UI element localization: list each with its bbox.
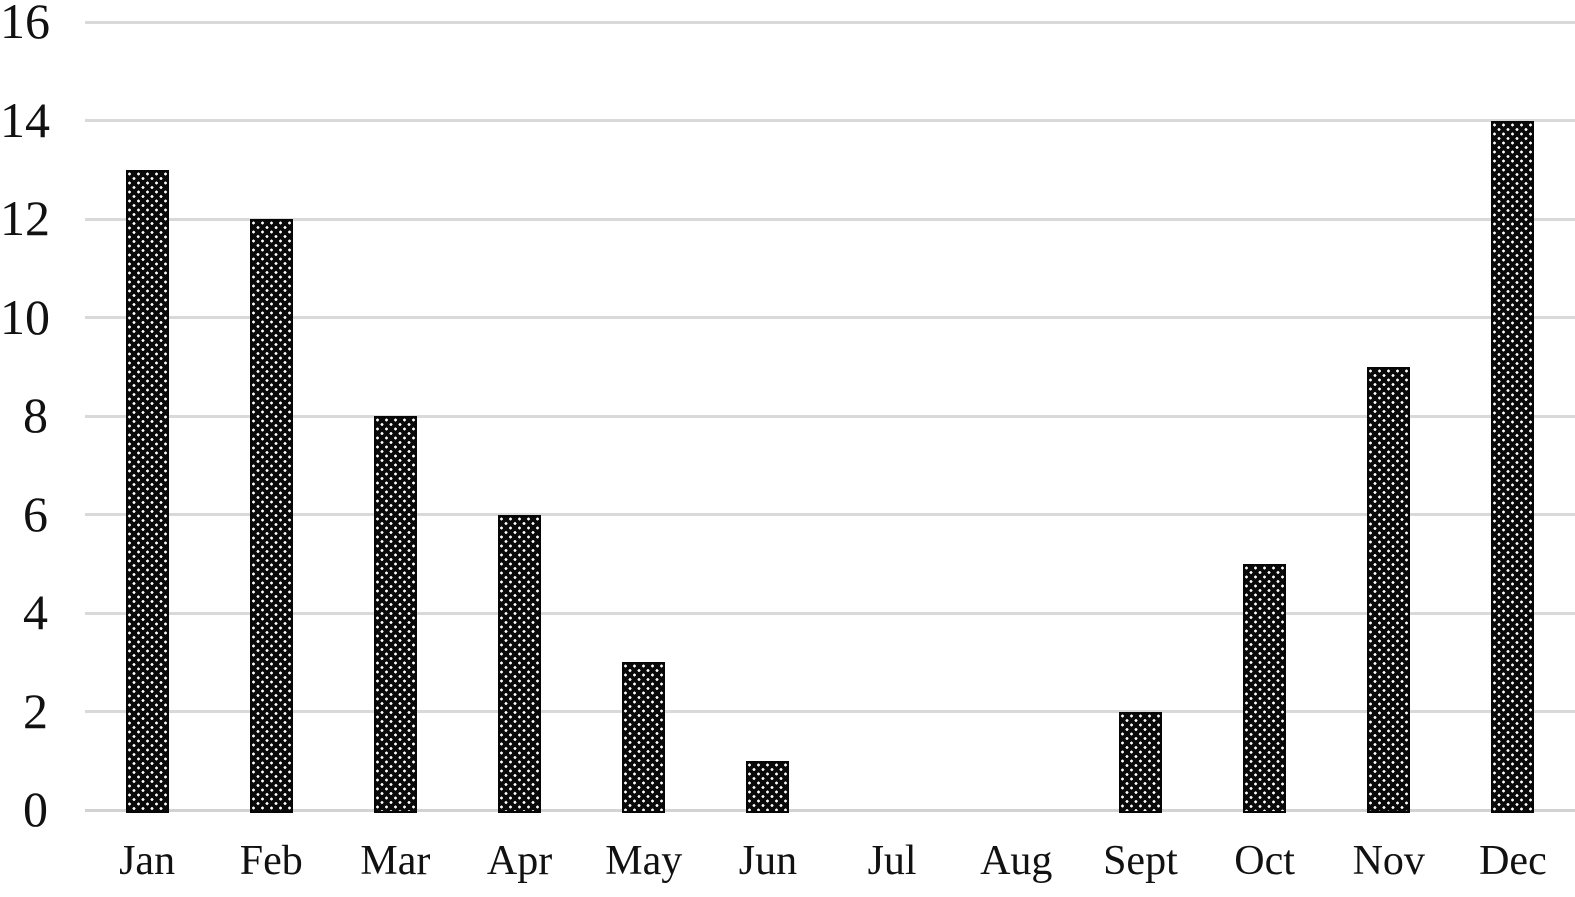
y-axis-tick-label: 10 <box>0 288 50 345</box>
bar-jun <box>746 760 790 813</box>
y-axis-tick-label: 16 <box>0 0 50 49</box>
y-axis-tick-label: 14 <box>0 91 50 148</box>
y-axis-tick-label: 0 <box>23 781 48 837</box>
x-axis-category-label-feb: Feb <box>239 838 303 884</box>
x-axis-category-label-jan: Jan <box>119 838 176 884</box>
bar-nov <box>1367 366 1411 813</box>
gridline <box>85 513 1575 516</box>
bar-may <box>622 662 666 813</box>
y-axis-tick-label: 2 <box>23 682 48 739</box>
x-axis-category-label-oct: Oct <box>1234 838 1295 884</box>
x-axis-category-label-dec: Dec <box>1479 838 1547 884</box>
x-axis-category-label-nov: Nov <box>1352 838 1425 884</box>
bar-dec <box>1491 120 1535 813</box>
gridline <box>85 611 1575 615</box>
gridline <box>85 414 1575 418</box>
y-axis-tick-label: 12 <box>0 190 50 246</box>
x-axis-category-label-apr: Apr <box>486 838 553 884</box>
gridline <box>85 119 1575 122</box>
bar-oct <box>1243 563 1287 813</box>
x-axis-category-label-sept: Sept <box>1103 838 1178 884</box>
bar-sept <box>1118 711 1162 813</box>
x-axis-category-label-aug: Aug <box>980 838 1053 884</box>
x-axis-category-label-jun: Jun <box>738 838 798 884</box>
bar-feb <box>249 219 293 813</box>
bar-apr <box>498 514 542 813</box>
y-axis-tick-label: 8 <box>23 387 48 443</box>
gridline <box>85 20 1575 24</box>
x-axis-category-label-may: May <box>605 838 683 884</box>
bar-mar <box>373 416 417 813</box>
y-axis-tick-label: 4 <box>23 584 48 640</box>
x-axis-baseline <box>85 808 1575 812</box>
gridline <box>85 217 1575 221</box>
x-axis-category-label-mar: Mar <box>360 838 431 884</box>
bar-jan <box>125 169 169 813</box>
y-axis-tick-label: 6 <box>23 485 48 542</box>
x-axis-category-label-jul: Jul <box>867 838 917 884</box>
gridline <box>85 710 1575 713</box>
gridline <box>85 316 1575 319</box>
